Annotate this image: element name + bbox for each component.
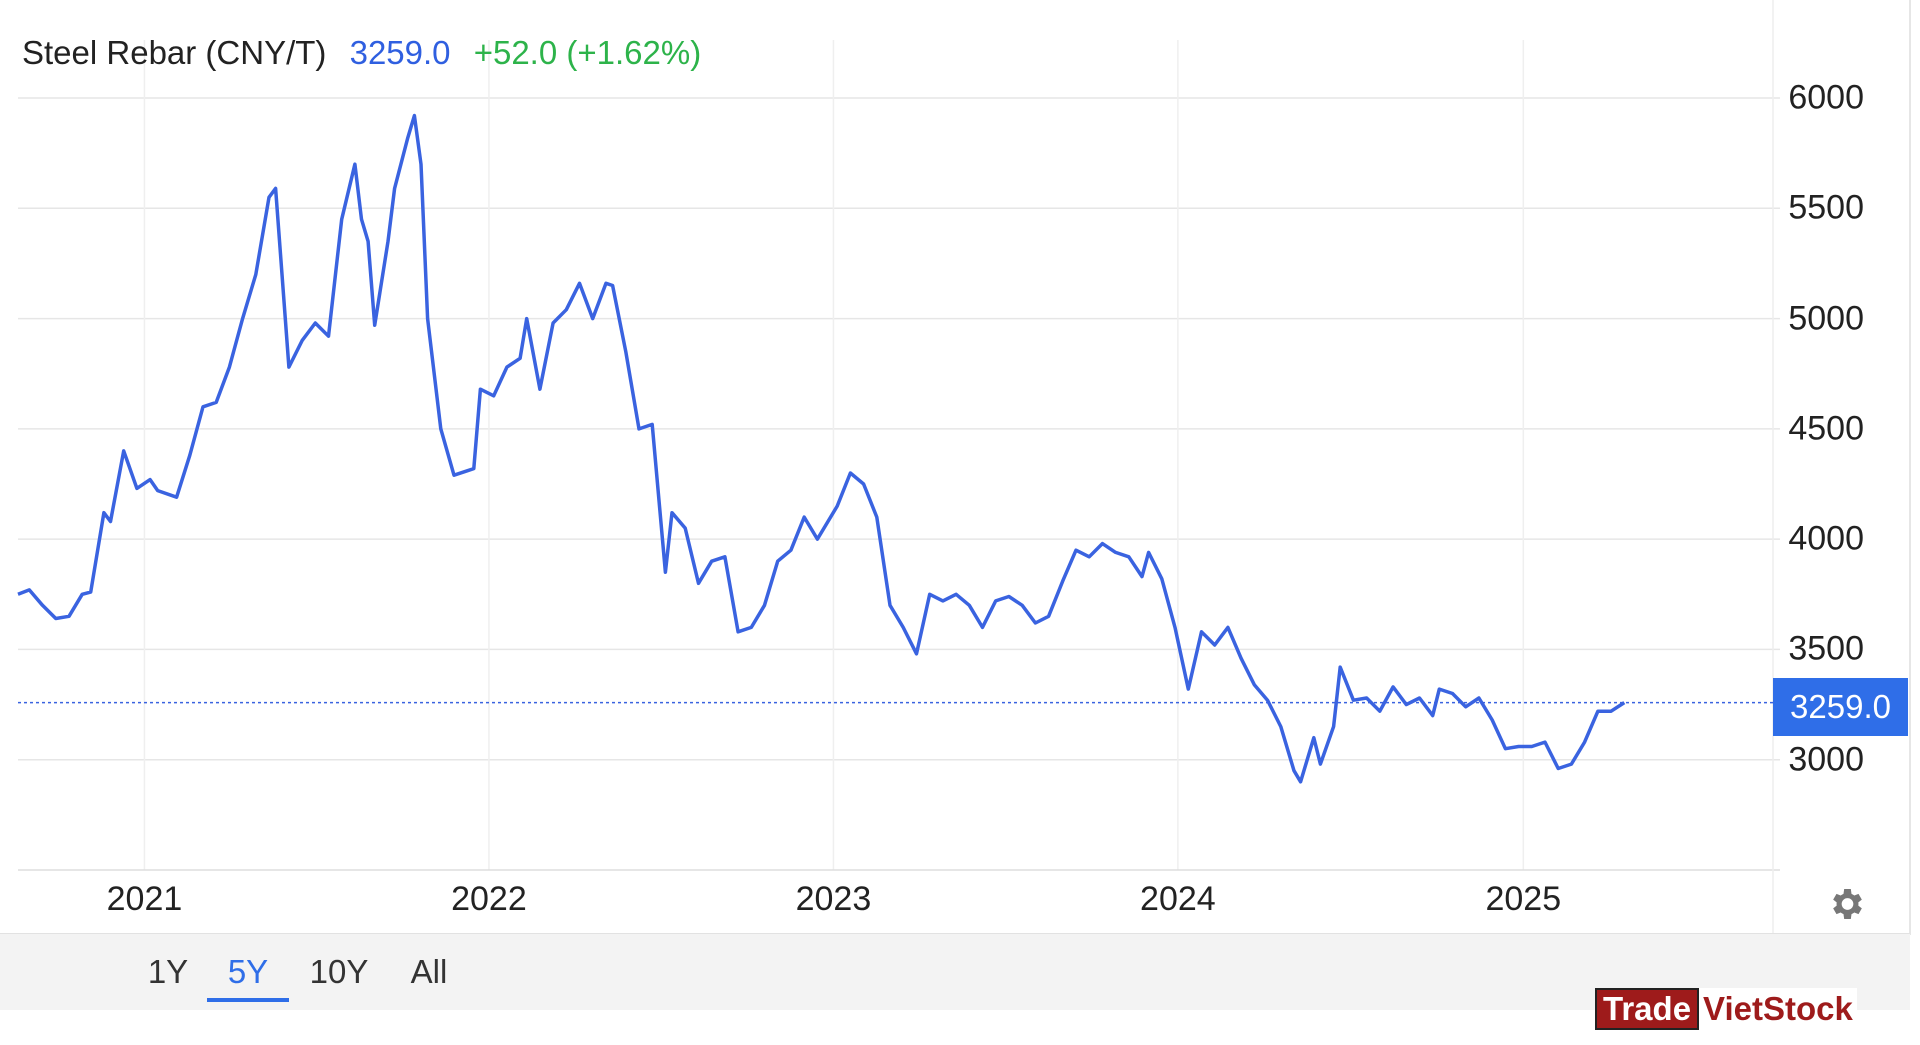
- chart-header: Steel Rebar (CNY/T) 3259.0 +52.0 (+1.62%…: [22, 34, 715, 72]
- y-tick-label: 4000: [1788, 519, 1864, 558]
- y-tick-label: 5500: [1788, 188, 1864, 227]
- x-tick-label: 2025: [1485, 880, 1562, 918]
- range-tab-all[interactable]: All: [410, 953, 448, 990]
- range-tab-5y[interactable]: 5Y: [207, 946, 289, 1002]
- last-price-tag: 3259.0: [1773, 678, 1908, 736]
- range-tab-10y[interactable]: 10Y: [309, 953, 369, 990]
- y-tick-label: 6000: [1788, 78, 1864, 117]
- y-tick-label: 3000: [1788, 740, 1864, 779]
- logo-part-vietstock: VietStock: [1699, 988, 1857, 1030]
- y-tick-label: 5000: [1788, 299, 1864, 338]
- x-tick-label: 2021: [106, 880, 183, 918]
- logo-part-trade: Trade: [1595, 988, 1700, 1030]
- x-tick-label: 2024: [1140, 880, 1216, 918]
- y-tick-label: 4500: [1788, 409, 1864, 448]
- x-tick-label: 2023: [795, 880, 872, 918]
- chart-canvas: [17, 0, 1911, 935]
- range-selector-bar: 1Y 5Y 10Y All: [0, 933, 1910, 1010]
- price-series-line: [17, 113, 1626, 784]
- range-tab-1y[interactable]: 1Y: [147, 953, 189, 990]
- x-tick-label: 2022: [451, 880, 527, 918]
- y-tick-label: 3500: [1788, 629, 1864, 668]
- gear-icon[interactable]: [1826, 884, 1866, 924]
- instrument-title: Steel Rebar (CNY/T): [22, 34, 327, 71]
- price-change: +52.0 (+1.62%): [473, 34, 702, 71]
- tradevietstock-logo: Trade VietStock: [1595, 988, 1857, 1030]
- current-price: 3259.0: [349, 34, 451, 71]
